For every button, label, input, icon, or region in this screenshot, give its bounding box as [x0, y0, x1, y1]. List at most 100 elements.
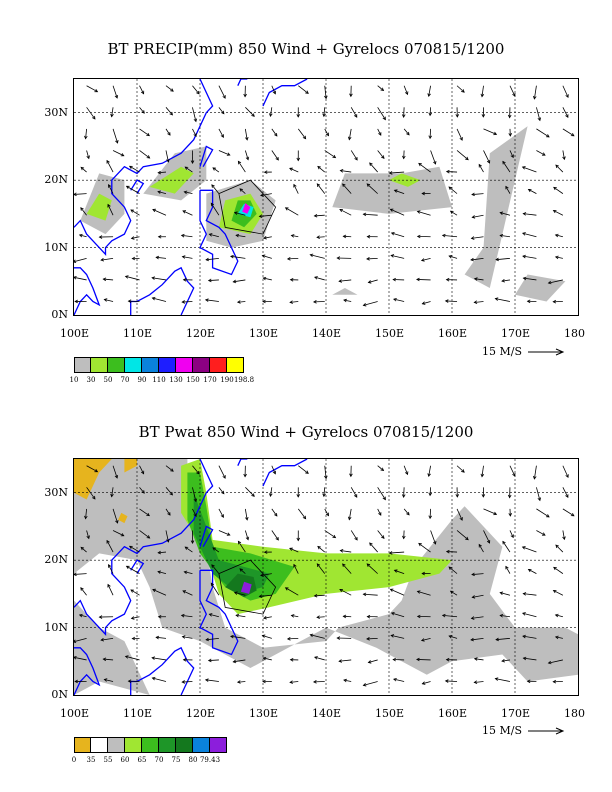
wind-vector-head [470, 257, 474, 262]
wind-vector-head [547, 660, 552, 665]
wind-vector-head [290, 234, 295, 238]
wind-vector [184, 571, 193, 575]
wind-vector [139, 530, 150, 539]
wind-vector [363, 593, 378, 596]
legend-tick-label: 170 [203, 376, 217, 384]
wind-vector-head [211, 184, 215, 188]
wind-vector [74, 637, 87, 643]
legend-swatch [159, 357, 176, 373]
wind-vector-head [262, 299, 266, 304]
wind-vector-head [146, 155, 151, 159]
wind-vector-head [157, 234, 162, 239]
wind-vector-head [157, 550, 162, 555]
wind-vector [536, 107, 541, 121]
wind-vector [363, 213, 378, 216]
wind-vector [270, 107, 273, 117]
wind-vector [377, 508, 382, 516]
wind-vector [496, 257, 510, 261]
wind-vector-head [421, 191, 425, 196]
wind-vector-head [131, 256, 136, 261]
wind-vector [80, 167, 87, 173]
wind-vector-head [74, 572, 77, 577]
wind-vector-head [94, 468, 99, 473]
wind-vector-head [181, 635, 186, 639]
wind-vector-head [541, 532, 546, 536]
wind-vector [285, 587, 299, 596]
wind-vector-head [554, 233, 559, 238]
wind-vector [139, 85, 144, 94]
wind-vector-head [324, 95, 328, 100]
wind-vector [181, 614, 193, 618]
wind-vector [562, 150, 565, 160]
wind-vector-head [527, 568, 532, 573]
wind-vector-head [388, 551, 393, 555]
wind-vector [244, 128, 248, 140]
wind-vector-head [532, 475, 537, 480]
wind-vector [104, 679, 114, 682]
wind-vector-head [325, 512, 329, 517]
wind-vector-head [449, 590, 454, 595]
wind-vector [158, 171, 167, 174]
wind-vector [505, 186, 511, 194]
wind-vector-head [235, 233, 240, 238]
wind-vector [157, 571, 167, 575]
wind-vector [262, 255, 272, 259]
wind-vector-head [245, 536, 250, 541]
wind-vector-head [208, 233, 213, 237]
wind-vector-head [296, 494, 301, 498]
wind-vector [263, 277, 272, 281]
wind-vector [310, 634, 325, 639]
wind-vector [449, 255, 458, 259]
legend-tick-label: 30 [86, 376, 96, 384]
wind-vector-head [416, 590, 421, 594]
wind-vector [483, 530, 490, 544]
wind-vector-head [367, 660, 372, 664]
wind-vector [290, 681, 299, 683]
legend-tick-label: 0 [71, 756, 77, 764]
wind-vector-head [499, 591, 504, 595]
wind-vector-head [362, 592, 367, 597]
wind-vector-head [393, 569, 398, 573]
wind-vector-head [269, 113, 273, 117]
wind-vector-head [146, 535, 151, 539]
wind-vector [181, 234, 193, 238]
precip-area-10 [332, 166, 452, 214]
wind-vector [106, 540, 114, 553]
wind-vector-head [239, 568, 244, 572]
pwat-area-80 [240, 581, 252, 594]
wind-vector-head [305, 90, 309, 94]
wind-vector-head [272, 470, 276, 475]
wind-vector [74, 276, 87, 281]
wind-vector-head [465, 156, 469, 161]
wind-vector [502, 541, 511, 553]
wind-vector-head [296, 157, 301, 162]
wind-vector-head [347, 136, 352, 141]
legend-tick-label: 70 [120, 376, 130, 384]
wind-vector [428, 85, 431, 97]
wind-vector [523, 277, 537, 281]
wind-vector-head [274, 132, 278, 137]
wind-vector [501, 279, 511, 282]
wind-vector [456, 530, 469, 540]
wind-vector [86, 487, 96, 500]
wind-vector-head [74, 275, 77, 280]
wind-vector-head [317, 165, 321, 170]
wind-vector [553, 210, 564, 216]
wind-vector-head [428, 492, 433, 497]
wind-vector [182, 636, 193, 639]
wind-vector [182, 590, 193, 596]
wind-vector [393, 678, 405, 682]
wind-vector [350, 530, 358, 541]
wind-vector [522, 635, 537, 639]
legend-tick-label: 55 [103, 756, 113, 764]
wind-vector [79, 614, 87, 618]
wind-vector [218, 465, 226, 479]
wind-vector [317, 546, 325, 553]
wind-vector-head [296, 114, 301, 118]
wind-vector [139, 487, 145, 494]
wind-vector [553, 566, 564, 574]
wind-vector [74, 573, 87, 575]
wind-vector-head [486, 539, 491, 544]
wind-vector-head [258, 214, 263, 218]
wind-vector [106, 160, 114, 173]
